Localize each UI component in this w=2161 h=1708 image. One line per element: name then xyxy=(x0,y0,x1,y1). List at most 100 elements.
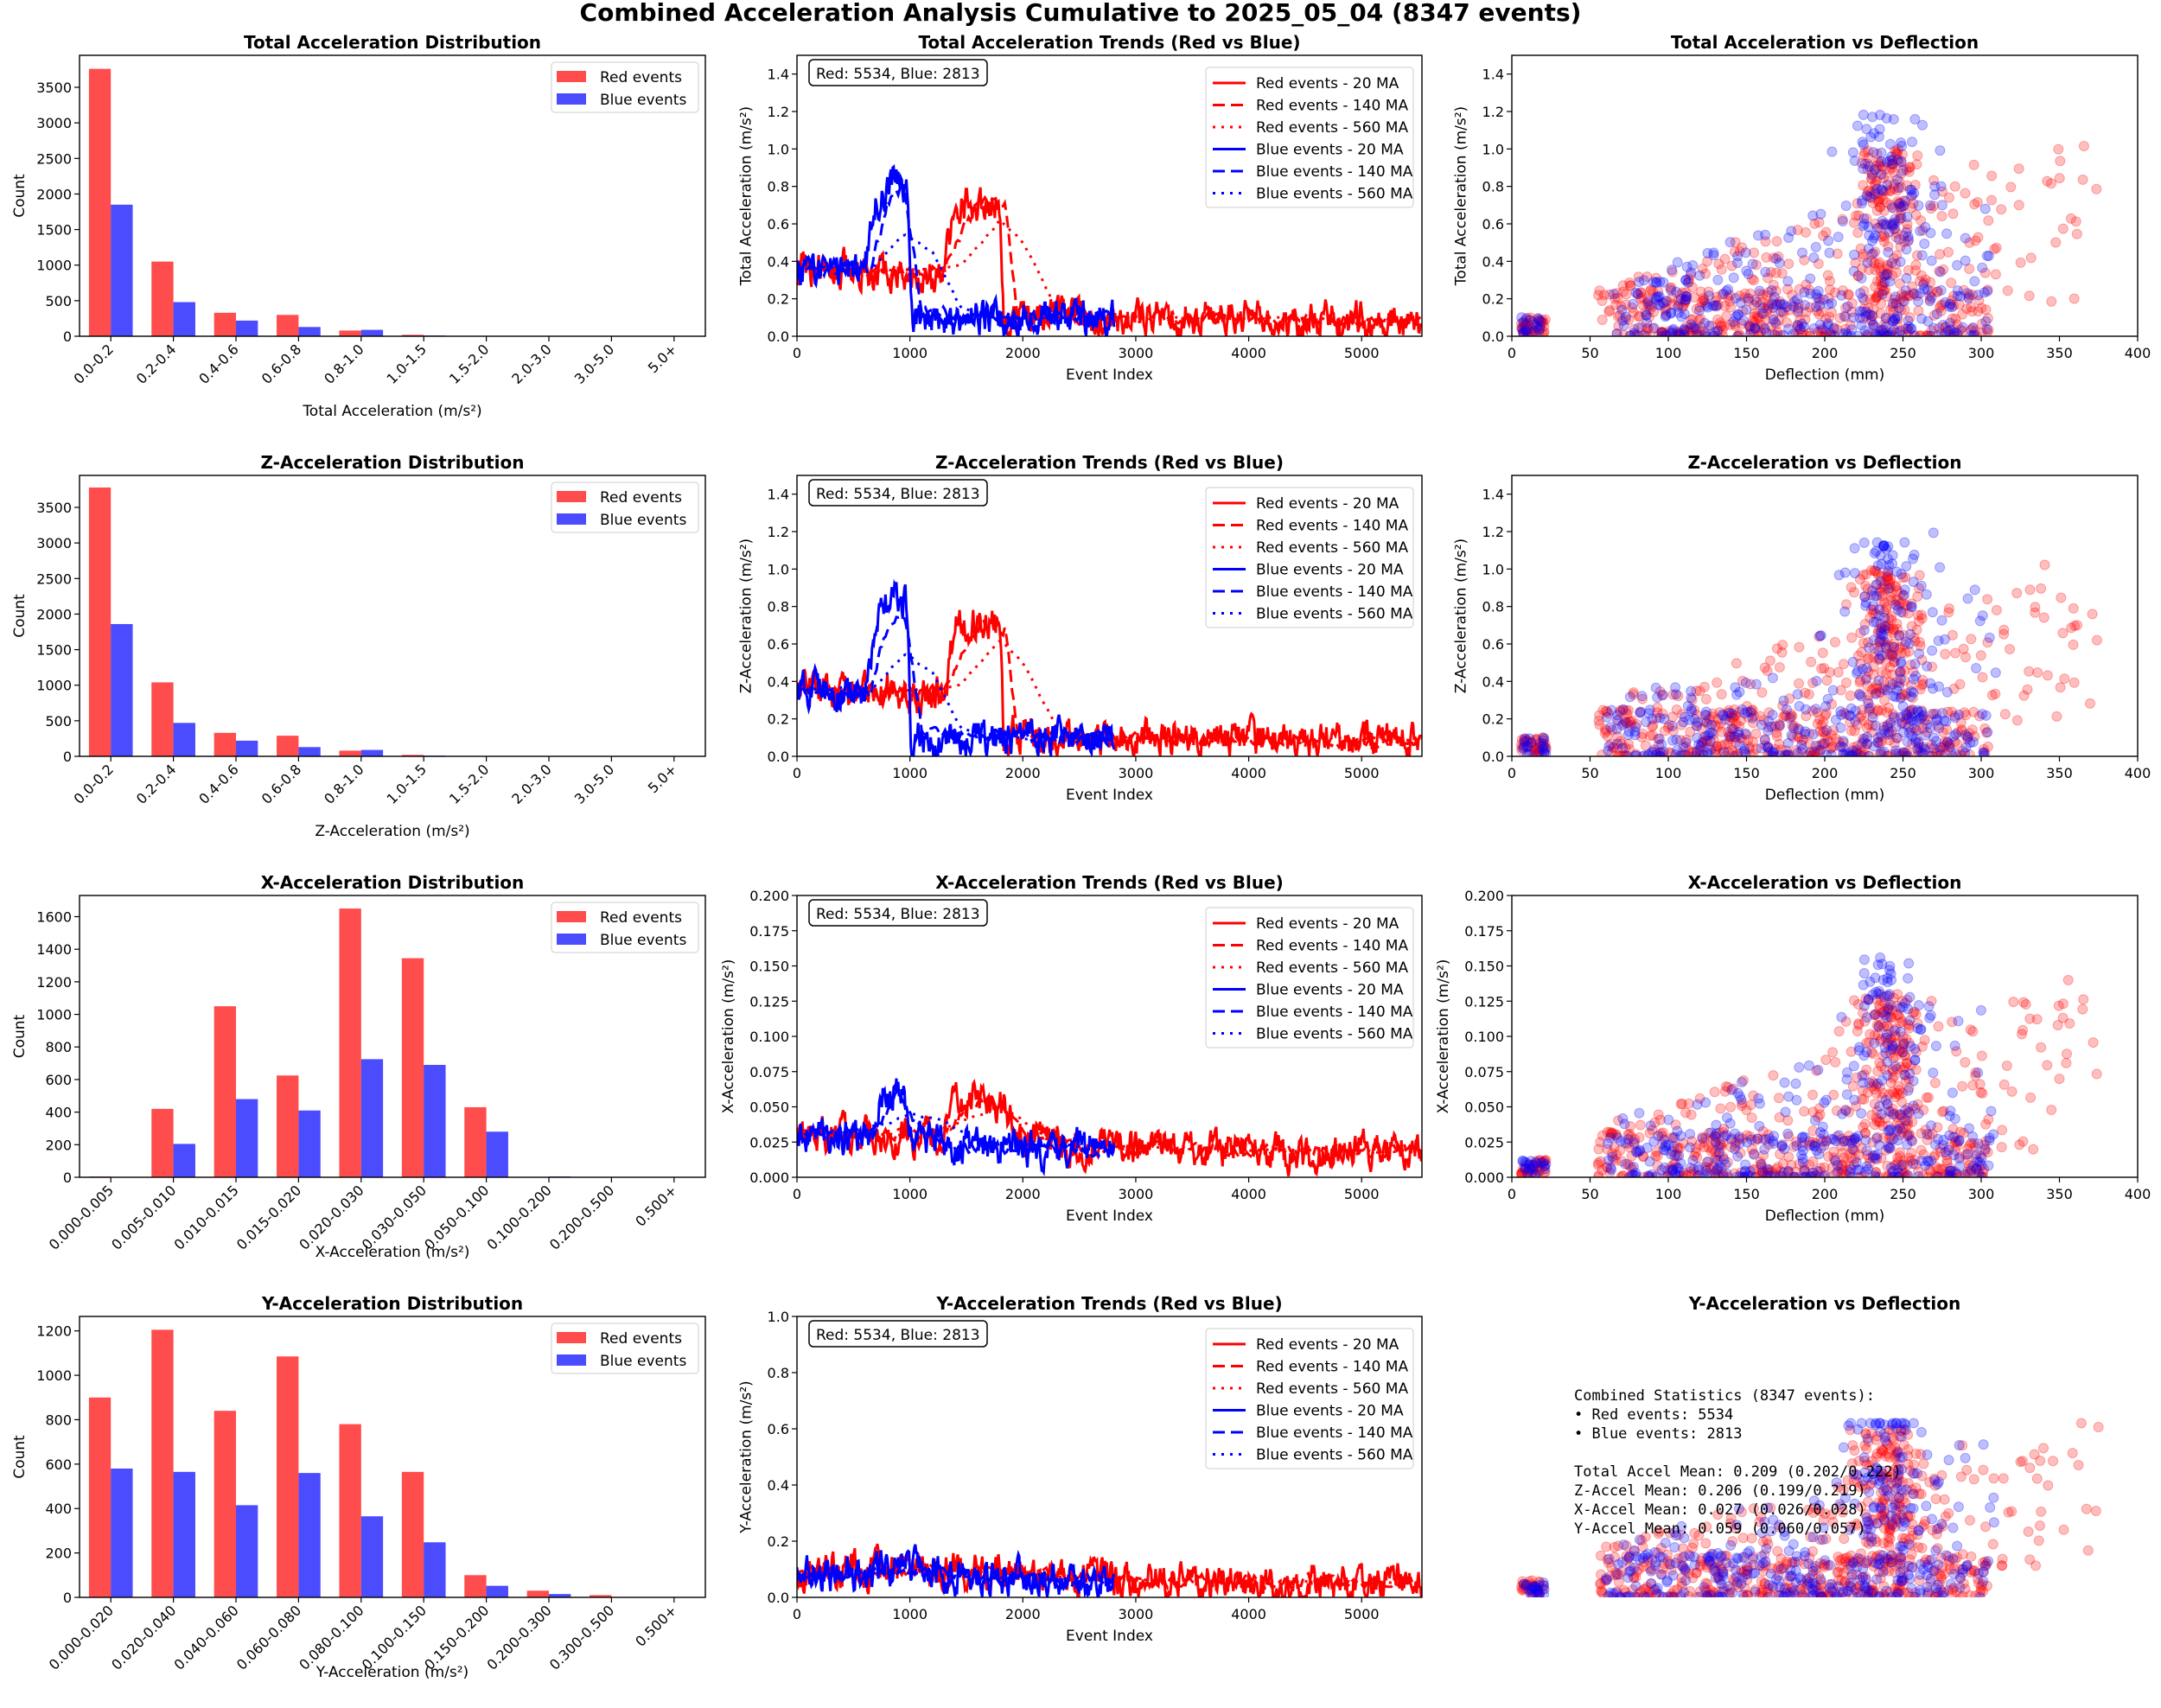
red-point xyxy=(1757,297,1769,308)
blue-point xyxy=(1767,672,1778,684)
red-point xyxy=(1678,300,1689,311)
blue-point xyxy=(1879,612,1890,623)
red-point xyxy=(1693,315,1705,326)
blue-point xyxy=(1908,1075,1919,1087)
subplot-title: Z-Acceleration vs Deflection xyxy=(1687,452,1961,473)
red-point xyxy=(1896,289,1908,300)
blue-point xyxy=(1877,630,1889,640)
red-point xyxy=(1864,690,1875,701)
blue-point xyxy=(1853,689,1865,700)
red-point xyxy=(1924,294,1935,305)
red-point xyxy=(1869,329,1880,336)
red-point xyxy=(1976,1050,1987,1061)
red-point xyxy=(1647,721,1658,732)
red-point xyxy=(1871,290,1883,302)
blue-point xyxy=(1985,1502,1996,1513)
subplot-z-acceleration-vs-deflection: Z-Acceleration vs Deflection0.00.20.40.6… xyxy=(1452,452,2151,804)
red-point xyxy=(1915,330,1926,336)
red-point xyxy=(1884,735,1895,746)
red-point xyxy=(1980,1118,1992,1130)
legend-swatch xyxy=(557,934,586,945)
red-point xyxy=(1879,583,1890,595)
blue-point xyxy=(1949,1040,1960,1051)
red-point xyxy=(2091,183,2102,194)
y-tick-label: 1.0 xyxy=(768,561,789,577)
red-point xyxy=(1743,735,1754,746)
blue-point xyxy=(1612,1569,1623,1580)
red-point xyxy=(1700,268,1712,279)
blue-point xyxy=(1827,685,1839,696)
blue-point xyxy=(1667,1164,1679,1176)
red-point xyxy=(1604,289,1616,300)
blue-point xyxy=(1860,600,1871,611)
red-point xyxy=(1871,179,1882,190)
red-point xyxy=(1731,718,1742,730)
blue-point xyxy=(1896,329,1908,336)
blue-bar xyxy=(236,1099,258,1177)
blue-point xyxy=(1977,262,1988,273)
red-point xyxy=(1671,704,1682,715)
blue-point xyxy=(1887,315,1898,327)
red-point xyxy=(1955,717,1967,728)
red-point xyxy=(1888,217,1899,228)
red-point xyxy=(1608,742,1619,753)
red-point xyxy=(1641,271,1653,283)
red-point xyxy=(1816,663,1827,674)
red-point xyxy=(1712,314,1724,325)
blue-point xyxy=(1674,330,1686,336)
red-point xyxy=(1724,296,1736,307)
red-point xyxy=(1536,748,1547,756)
red-bar xyxy=(277,736,299,756)
red-point xyxy=(1653,286,1664,296)
blue-point xyxy=(1897,201,1909,212)
blue-point xyxy=(1846,749,1858,756)
red-point xyxy=(1613,715,1624,726)
red-point xyxy=(2056,592,2067,603)
red-point xyxy=(1884,648,1896,660)
red-point xyxy=(1892,601,1903,612)
red-point xyxy=(1722,711,1733,722)
red-point xyxy=(1954,749,1966,756)
red-point xyxy=(1781,745,1792,756)
red-point xyxy=(1657,328,1668,336)
blue-point xyxy=(1960,233,1971,244)
blue-point xyxy=(1792,320,1803,331)
blue-point xyxy=(1823,235,1834,246)
red-point xyxy=(1830,287,1840,298)
blue-point xyxy=(1935,328,1947,336)
red-point xyxy=(1882,567,1893,578)
blue-point xyxy=(1763,742,1774,754)
red-point xyxy=(1884,164,1896,175)
red-point xyxy=(1702,736,1712,747)
blue-point xyxy=(1526,737,1537,749)
blue-bar xyxy=(360,1059,384,1177)
y-tick-label: 400 xyxy=(45,1501,72,1517)
red-point xyxy=(1824,284,1835,296)
red-point xyxy=(1838,659,1849,670)
red-point xyxy=(1871,175,1882,186)
blue-point xyxy=(1856,272,1867,284)
blue-point xyxy=(1889,641,1900,653)
y-tick-label: 0.125 xyxy=(749,993,789,1010)
red-point xyxy=(1694,302,1705,313)
blue-point xyxy=(1636,691,1648,702)
blue-point xyxy=(1782,749,1794,756)
red-point xyxy=(1807,1089,1818,1100)
blue-point xyxy=(1904,991,1916,1003)
red-point xyxy=(1877,281,1888,292)
red-point xyxy=(1943,741,1954,752)
plot-area xyxy=(797,1078,1422,1177)
red-point xyxy=(1633,271,1644,283)
red-point xyxy=(1889,179,1900,190)
red-point xyxy=(1772,327,1783,336)
blue-point xyxy=(1952,328,1963,336)
red-point xyxy=(1599,728,1610,738)
red-point xyxy=(1861,672,1872,684)
blue-point xyxy=(1754,285,1765,296)
blue-point xyxy=(1644,704,1655,716)
blue-point xyxy=(1529,319,1540,330)
red-point xyxy=(1948,683,1960,694)
red-point xyxy=(1964,728,1975,739)
red-point xyxy=(1633,311,1644,322)
